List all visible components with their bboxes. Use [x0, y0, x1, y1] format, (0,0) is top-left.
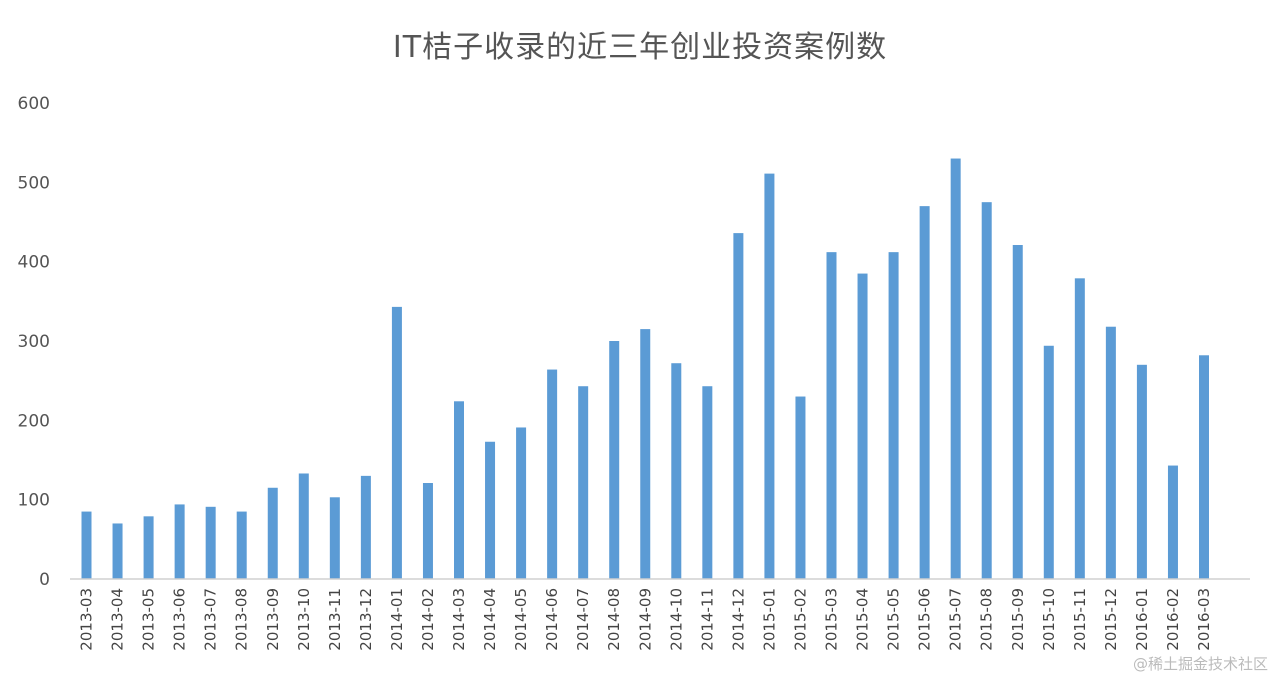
bar-2014-07	[578, 386, 589, 579]
x-tick-label: 2013-12	[357, 588, 375, 651]
bar-2013-05	[143, 516, 154, 579]
bar-2014-10	[671, 363, 682, 579]
x-tick-label: 2014-03	[450, 588, 468, 651]
y-axis-ticks: 0 100 200 300 400 500 600	[18, 94, 50, 590]
x-tick-label: 2014-01	[388, 588, 406, 651]
x-tick-label: 2013-05	[140, 588, 158, 651]
x-tick-label: 2016-03	[1195, 588, 1213, 651]
x-tick-label: 2013-07	[202, 588, 220, 651]
x-tick-label: 2015-11	[1071, 588, 1089, 651]
x-tick-label: 2015-08	[978, 588, 996, 651]
bar-2016-02	[1167, 465, 1178, 579]
bar-2015-07	[950, 158, 961, 580]
y-tick-label: 400	[18, 253, 50, 273]
bar-2013-04	[112, 523, 123, 579]
x-tick-label: 2015-06	[916, 588, 934, 651]
bar-2016-01	[1136, 364, 1147, 579]
y-tick-label: 500	[18, 173, 50, 193]
x-tick-label: 2015-10	[1040, 588, 1058, 651]
x-tick-label: 2014-02	[419, 588, 437, 651]
bar-2015-04	[857, 273, 868, 579]
x-tick-label: 2014-04	[481, 588, 499, 651]
bar-2014-03	[454, 401, 464, 579]
bar-2015-12	[1105, 326, 1116, 579]
bar-2013-03	[81, 511, 92, 579]
bar-2013-07	[205, 506, 216, 579]
x-tick-label: 2015-01	[760, 588, 778, 651]
bars-group	[81, 158, 1209, 580]
x-tick-label: 2013-08	[233, 588, 251, 651]
bar-2013-12	[360, 475, 371, 579]
x-tick-label: 2014-06	[543, 588, 561, 651]
bar-2014-06	[547, 369, 558, 579]
x-tick-label: 2015-05	[885, 588, 903, 651]
x-tick-label: 2015-09	[1009, 588, 1027, 651]
x-tick-label: 2016-01	[1133, 588, 1151, 651]
bar-2015-09	[1012, 245, 1023, 580]
bar-2014-11	[702, 386, 713, 579]
bar-2015-03	[826, 252, 837, 579]
bar-2015-02	[795, 396, 806, 579]
y-tick-label: 200	[18, 411, 50, 431]
x-tick-label: 2014-05	[512, 588, 530, 651]
bar-2013-11	[329, 497, 340, 579]
x-tick-label: 2014-09	[636, 588, 654, 651]
x-tick-label: 2015-04	[854, 588, 872, 651]
x-tick-label: 2015-07	[947, 588, 965, 651]
bar-2014-01	[391, 306, 402, 579]
bar-2013-08	[236, 511, 247, 579]
bar-2013-10	[298, 473, 309, 579]
x-tick-label: 2014-12	[729, 588, 747, 651]
bar-2015-08	[981, 202, 992, 579]
x-tick-label: 2015-12	[1102, 588, 1120, 651]
bar-2015-11	[1074, 278, 1085, 579]
bar-2015-06	[919, 206, 930, 579]
bar-2014-02	[422, 483, 433, 579]
x-tick-label: 2013-11	[326, 588, 344, 651]
bar-2014-05	[516, 427, 527, 579]
chart-title: IT桔子收录的近三年创业投资案例数	[392, 30, 888, 65]
x-axis-ticks: 2013-03 2013-04 2013-05 2013-06 2013-07 2013-…	[78, 588, 1214, 651]
bar-2015-01	[764, 173, 775, 579]
x-tick-label: 2014-10	[667, 588, 685, 651]
x-tick-label: 2015-02	[791, 588, 809, 651]
x-tick-label: 2013-10	[295, 588, 313, 651]
x-tick-label: 2013-06	[171, 588, 189, 651]
bar-2015-10	[1043, 345, 1054, 579]
bar-2014-04	[485, 441, 496, 579]
bar-2014-08	[609, 341, 620, 579]
bar-2014-12	[733, 233, 744, 579]
x-tick-label: 2013-09	[264, 588, 282, 651]
y-tick-label: 0	[39, 570, 50, 590]
bar-2014-09	[640, 329, 651, 579]
bar-2013-09	[267, 487, 278, 579]
x-tick-label: 2013-03	[78, 588, 96, 651]
x-tick-label: 2013-04	[109, 588, 127, 651]
bar-2013-06	[174, 504, 185, 579]
x-tick-label: 2014-08	[605, 588, 623, 651]
x-tick-label: 2014-11	[698, 588, 716, 651]
x-tick-label: 2016-02	[1164, 588, 1182, 651]
bar-2016-03	[1199, 355, 1209, 579]
x-tick-label: 2014-07	[574, 588, 592, 651]
watermark: @稀土掘金技术社区	[1132, 655, 1268, 673]
x-tick-label: 2015-03	[823, 588, 841, 651]
bar-2015-05	[888, 252, 899, 579]
y-tick-label: 600	[18, 94, 50, 114]
y-tick-label: 100	[18, 491, 50, 511]
y-tick-label: 300	[18, 332, 50, 352]
